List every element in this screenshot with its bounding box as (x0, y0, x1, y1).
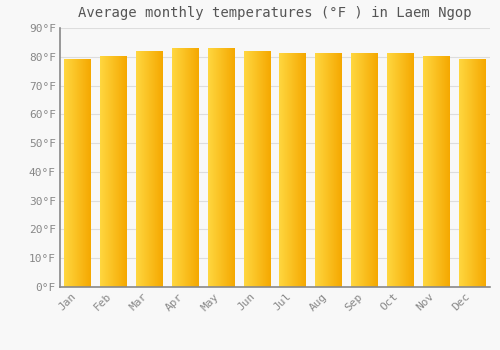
Title: Average monthly temperatures (°F ) in Laem Ngop: Average monthly temperatures (°F ) in La… (78, 6, 472, 20)
